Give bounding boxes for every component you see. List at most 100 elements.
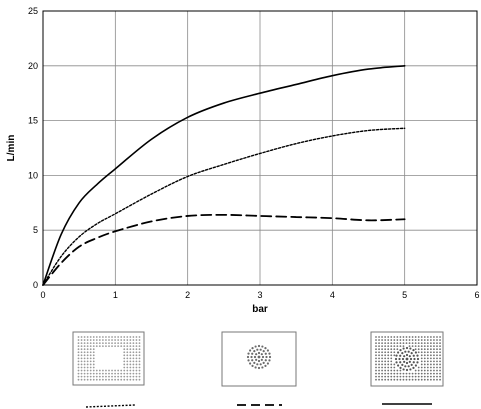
perforation-dot [390,339,393,341]
perforation-dot [375,357,377,360]
perforation-dot [401,363,404,366]
perforation-dot [433,357,435,360]
perforation-dot [250,355,253,359]
perforation-dot [384,372,387,375]
perforation-dot [253,355,257,359]
perforation-dot [108,378,110,381]
perforation-dot [132,345,135,348]
perforation-dot [123,336,126,338]
perforation-dot [108,375,110,378]
perforation-dot [123,369,126,372]
perforation-dot [439,375,441,378]
perforation-dot [105,369,107,372]
perforation-dot [129,351,132,354]
perforation-dot [77,360,80,363]
perforation-dot [117,375,120,378]
perforation-dot [89,342,92,344]
perforation-dot [387,339,390,341]
perforation-dot [261,366,264,369]
perforation-dot [251,352,254,355]
perforation-dot [135,342,138,344]
perforation-dot [384,369,387,372]
perforation-dot [92,348,95,351]
perforation-dot [89,375,92,378]
perforation-dot [129,363,132,366]
perforation-dot [396,336,399,338]
perforation-dot [420,375,423,378]
perforation-dot [396,342,399,344]
perforation-dot [138,351,141,354]
perforation-dot [408,342,411,344]
perforation-dot [423,372,426,375]
perforation-dot [257,344,261,348]
perforation-dot [390,357,393,360]
perforation-dot [381,348,383,351]
perforation-dot [83,339,86,341]
perforation-dot [120,345,123,348]
perforation-dot [387,360,390,363]
legend [72,331,444,408]
perforation-dot [426,342,429,344]
perforation-dot [405,353,409,357]
perforation-dot [126,354,129,357]
perforation-dot [135,360,138,363]
perforation-dot [439,366,441,369]
perforation-dot [423,369,426,372]
perforation-dot [135,336,138,338]
perforation-dot [129,345,132,348]
perforation-dot [375,336,377,338]
perforation-dot [381,360,383,363]
perforation-dot [86,351,89,354]
perforation-dot [393,372,396,375]
perforation-dot [83,372,86,375]
perforation-dot [407,365,410,368]
perforation-dot [430,348,432,351]
perforation-dot [89,360,92,363]
perforation-dot [254,345,257,348]
perforation-dot [126,360,129,363]
perforation-dot [414,375,417,378]
perforation-dot [375,360,377,363]
perforation-dot [420,342,423,344]
perforation-dot [135,375,138,378]
perforation-dot [433,339,435,341]
perforation-dot [120,336,123,338]
perforation-dot [117,369,120,372]
perforation-dot [399,336,402,338]
perforation-dot [80,342,83,344]
perforation-dot [409,347,412,350]
perforation-dot [420,363,423,366]
perforation-dot [423,375,426,378]
perforation-dot [381,354,383,357]
perforation-dot [405,368,409,372]
perforation-dot [405,372,408,375]
perforation-dot [393,342,396,344]
perforation-dot [132,342,135,344]
perforation-dot [138,369,141,372]
perforation-dot [423,345,426,348]
perforation-dot [430,363,432,366]
perforation-dot [423,342,426,344]
perforation-dot [129,360,132,363]
perforation-dot [89,369,92,372]
perforation-dot [83,348,86,351]
x-tick-label: 0 [40,290,45,300]
perforation-dot [98,336,101,338]
perforation-dot [393,336,396,338]
perforation-dot [402,345,405,348]
perforation-dot [433,378,435,381]
perforation-dot [117,345,120,348]
perforation-dot [92,351,95,354]
perforation-dot [414,351,417,354]
perforation-dot [439,360,441,363]
perforation-dot [83,345,86,348]
perforation-dot [264,352,267,355]
perforation-dot [102,342,104,344]
perforation-dot [86,342,89,344]
legend-pattern-full [370,331,444,405]
perforation-dot [111,339,113,341]
perforation-dot [135,369,138,372]
perforation-dot [262,361,265,364]
perforation-dot [381,366,383,369]
perforation-dot [132,375,135,378]
